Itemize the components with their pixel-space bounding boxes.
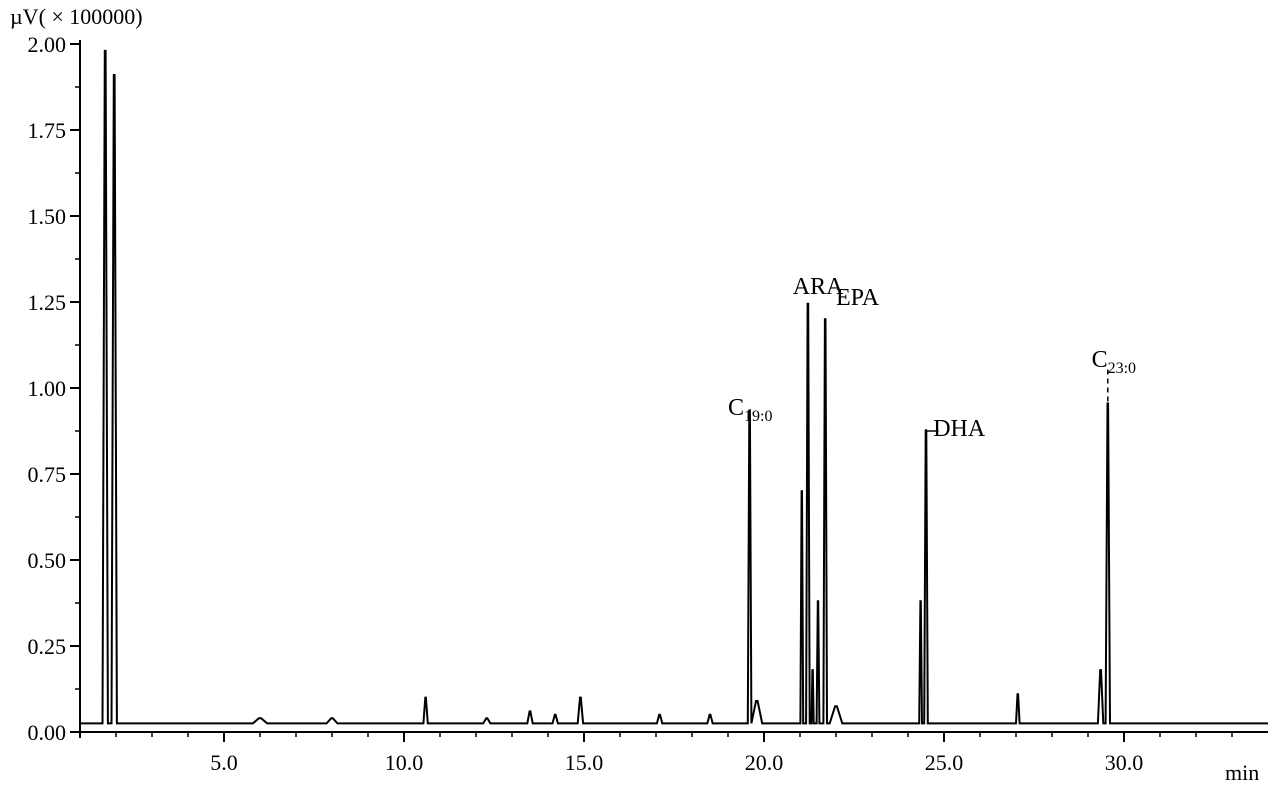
x-tick: 20.0 — [734, 750, 794, 776]
y-axis-title: µV( × 100000) — [10, 4, 143, 30]
chromatogram-chart: µV( × 100000) min 0.00 0.25 0.50 0.75 1.00 1.… — [0, 0, 1281, 800]
x-tick: 5.0 — [194, 750, 254, 776]
y-tick: 0.25 — [6, 634, 66, 660]
y-tick: 0.75 — [6, 462, 66, 488]
chromatogram-trace — [80, 51, 1268, 724]
x-tick: 10.0 — [374, 750, 434, 776]
y-tick: 1.75 — [6, 118, 66, 144]
y-tick: 1.50 — [6, 204, 66, 230]
x-tick: 25.0 — [914, 750, 974, 776]
x-tick: 30.0 — [1094, 750, 1154, 776]
peak-label-C19-0: C19:0 — [728, 395, 772, 426]
y-tick: 1.25 — [6, 290, 66, 316]
y-tick: 0.50 — [6, 548, 66, 574]
x-tick: 15.0 — [554, 750, 614, 776]
peak-label-EPA: EPA — [836, 285, 879, 312]
chart-svg — [0, 0, 1281, 800]
x-axis-title: min — [1225, 760, 1259, 786]
y-tick: 0.00 — [6, 720, 66, 746]
peak-label-C23-0: C23:0 — [1092, 347, 1136, 378]
y-tick: 2.00 — [6, 32, 66, 58]
peak-label-DHA: DHA — [933, 416, 985, 443]
y-tick: 1.00 — [6, 376, 66, 402]
